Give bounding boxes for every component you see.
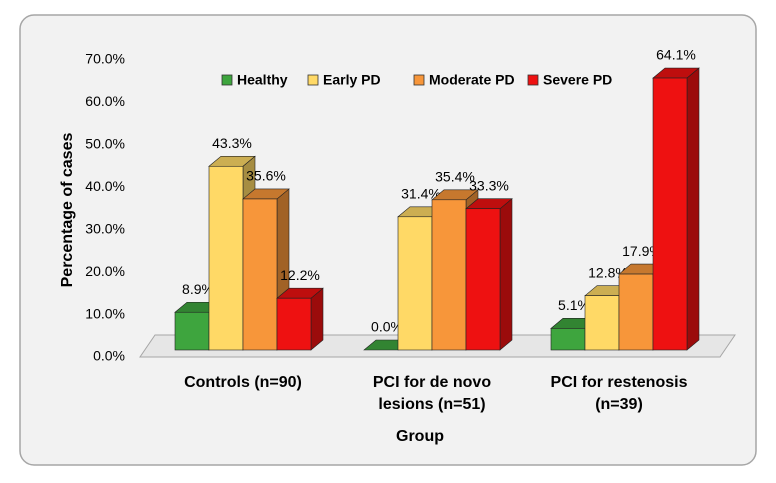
bar [208, 165, 244, 351]
value-label: 33.3% [469, 177, 509, 193]
y-tick-label: 60.0% [85, 93, 125, 109]
legend-swatch [221, 74, 233, 86]
legend-swatch [307, 74, 319, 86]
value-label: 35.6% [246, 168, 286, 184]
value-label: 5.1% [558, 297, 590, 313]
x-axis-title: Group [396, 428, 444, 445]
bar-side [310, 287, 324, 351]
value-label: 12.8% [588, 264, 628, 280]
value-label: 0.0% [371, 319, 403, 335]
y-tick-label: 40.0% [85, 178, 125, 194]
bar [618, 273, 654, 351]
legend-label: Early PD [323, 72, 381, 88]
value-label: 12.2% [280, 267, 320, 283]
value-label: 17.9% [622, 243, 662, 259]
value-label: 8.9% [182, 281, 214, 297]
x-tick-label: Controls (n=90) [184, 374, 302, 391]
legend-label: Moderate PD [429, 72, 515, 88]
y-tick-label: 20.0% [85, 263, 125, 279]
bar [584, 295, 620, 351]
y-axis-title: Percentage of cases [59, 133, 76, 288]
y-tick-label: 0.0% [93, 348, 125, 364]
bar [652, 77, 688, 351]
bar [276, 297, 312, 351]
value-label: 35.4% [435, 169, 475, 185]
bar [397, 216, 433, 351]
y-tick-label: 70.0% [85, 51, 125, 67]
value-label: 31.4% [401, 185, 441, 201]
bar-side [686, 67, 700, 351]
legend-swatch [413, 74, 425, 86]
value-label: 43.3% [212, 135, 252, 151]
legend-swatch [527, 74, 539, 86]
x-tick-label: PCI for de novo lesions (n=51) [372, 374, 492, 413]
bar [550, 328, 586, 351]
bar [242, 198, 278, 351]
value-label: 64.1% [656, 47, 696, 63]
bar [465, 208, 501, 351]
legend-label: Healthy [237, 72, 288, 88]
bar-side [499, 198, 513, 351]
y-tick-label: 30.0% [85, 220, 125, 236]
y-tick-label: 50.0% [85, 136, 125, 152]
bar [174, 311, 210, 351]
bar [431, 199, 467, 351]
x-tick-label: PCI for restenosis (n=39) [550, 374, 688, 413]
legend-label: Severe PD [543, 72, 612, 88]
y-tick-label: 10.0% [85, 305, 125, 321]
